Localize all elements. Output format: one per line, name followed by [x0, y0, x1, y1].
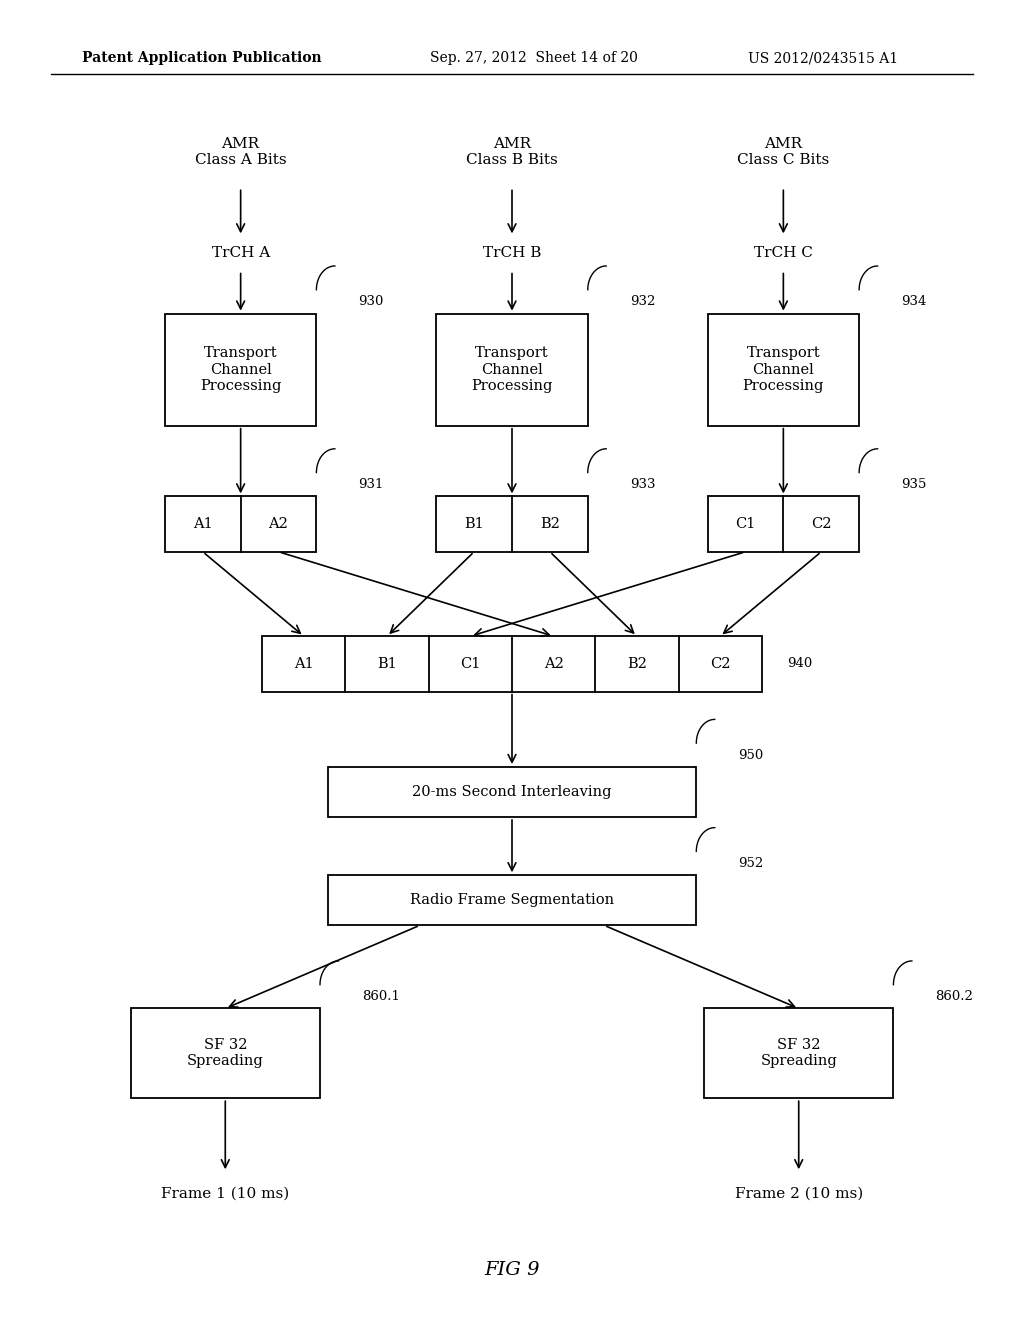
FancyBboxPatch shape — [436, 314, 588, 425]
Text: 20-ms Second Interleaving: 20-ms Second Interleaving — [413, 785, 611, 799]
Text: A2: A2 — [544, 657, 563, 671]
Text: B2: B2 — [627, 657, 647, 671]
Text: TrCH C: TrCH C — [754, 247, 813, 260]
Text: B1: B1 — [464, 517, 484, 531]
Text: 931: 931 — [358, 478, 384, 491]
Text: 933: 933 — [630, 478, 655, 491]
Text: 932: 932 — [630, 296, 655, 308]
FancyBboxPatch shape — [708, 314, 859, 425]
FancyBboxPatch shape — [705, 1008, 893, 1098]
FancyBboxPatch shape — [328, 875, 696, 925]
Text: 934: 934 — [901, 296, 927, 308]
Text: B1: B1 — [377, 657, 397, 671]
FancyBboxPatch shape — [165, 314, 316, 425]
Text: C2: C2 — [710, 657, 730, 671]
Text: AMR
Class B Bits: AMR Class B Bits — [466, 137, 558, 166]
Text: AMR
Class C Bits: AMR Class C Bits — [737, 137, 829, 166]
Text: 940: 940 — [787, 657, 813, 671]
Text: C1: C1 — [735, 517, 756, 531]
Text: Transport
Channel
Processing: Transport Channel Processing — [742, 346, 824, 393]
Text: TrCH B: TrCH B — [482, 247, 542, 260]
Text: 860.2: 860.2 — [936, 990, 973, 1003]
Text: 930: 930 — [358, 296, 384, 308]
Text: SF 32
Spreading: SF 32 Spreading — [187, 1039, 263, 1068]
Text: Patent Application Publication: Patent Application Publication — [82, 51, 322, 65]
Text: A1: A1 — [294, 657, 313, 671]
Text: 952: 952 — [738, 857, 764, 870]
Text: US 2012/0243515 A1: US 2012/0243515 A1 — [748, 51, 898, 65]
FancyBboxPatch shape — [262, 636, 762, 692]
Text: FIG 9: FIG 9 — [484, 1261, 540, 1279]
Text: AMR
Class A Bits: AMR Class A Bits — [195, 137, 287, 166]
Text: 950: 950 — [738, 748, 764, 762]
FancyBboxPatch shape — [131, 1008, 319, 1098]
Text: Transport
Channel
Processing: Transport Channel Processing — [200, 346, 282, 393]
Text: Transport
Channel
Processing: Transport Channel Processing — [471, 346, 553, 393]
Text: Radio Frame Segmentation: Radio Frame Segmentation — [410, 894, 614, 907]
FancyBboxPatch shape — [328, 767, 696, 817]
FancyBboxPatch shape — [436, 496, 588, 552]
Text: 935: 935 — [901, 478, 927, 491]
Text: TrCH A: TrCH A — [212, 247, 269, 260]
Text: Frame 1 (10 ms): Frame 1 (10 ms) — [161, 1187, 290, 1200]
Text: 860.1: 860.1 — [362, 990, 399, 1003]
FancyBboxPatch shape — [708, 496, 859, 552]
Text: A1: A1 — [193, 517, 213, 531]
Text: SF 32
Spreading: SF 32 Spreading — [761, 1039, 837, 1068]
Text: Sep. 27, 2012  Sheet 14 of 20: Sep. 27, 2012 Sheet 14 of 20 — [430, 51, 638, 65]
Text: C1: C1 — [460, 657, 480, 671]
Text: C2: C2 — [811, 517, 831, 531]
Text: A2: A2 — [268, 517, 289, 531]
FancyBboxPatch shape — [165, 496, 316, 552]
Text: B2: B2 — [540, 517, 560, 531]
Text: Frame 2 (10 ms): Frame 2 (10 ms) — [734, 1187, 863, 1200]
